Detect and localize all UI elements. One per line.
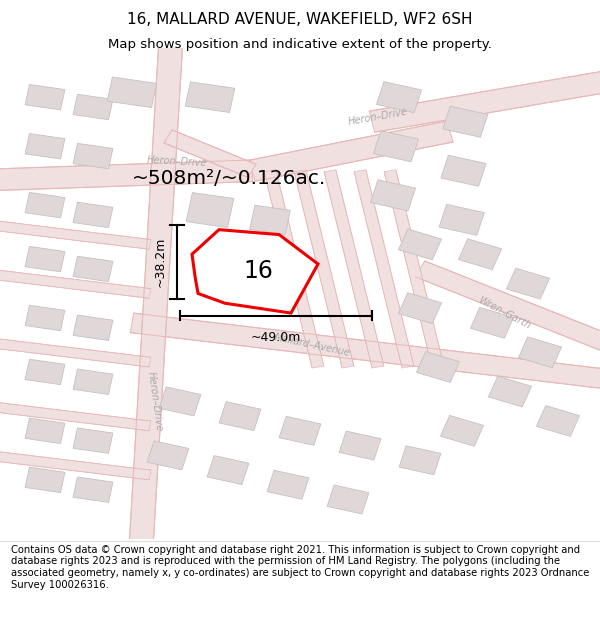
Polygon shape [369, 67, 600, 132]
Polygon shape [129, 38, 183, 549]
Polygon shape [159, 387, 201, 416]
Polygon shape [25, 467, 65, 492]
Polygon shape [354, 170, 414, 368]
Polygon shape [186, 192, 234, 228]
Text: Heron–Drive: Heron–Drive [347, 107, 409, 127]
Polygon shape [416, 352, 460, 382]
Polygon shape [249, 121, 453, 181]
Polygon shape [73, 428, 113, 453]
Polygon shape [327, 485, 369, 514]
Polygon shape [0, 160, 253, 191]
Polygon shape [192, 229, 318, 313]
Polygon shape [470, 308, 514, 338]
Polygon shape [439, 204, 484, 236]
Polygon shape [25, 418, 65, 444]
Polygon shape [441, 155, 486, 186]
Polygon shape [25, 84, 65, 110]
Polygon shape [370, 180, 416, 211]
Polygon shape [73, 369, 113, 394]
Polygon shape [458, 239, 502, 269]
Polygon shape [488, 376, 532, 407]
Text: Mallard–Avenue: Mallard–Avenue [273, 332, 351, 358]
Polygon shape [376, 82, 422, 112]
Polygon shape [0, 451, 151, 480]
Text: 16, MALLARD AVENUE, WAKEFIELD, WF2 6SH: 16, MALLARD AVENUE, WAKEFIELD, WF2 6SH [127, 12, 473, 27]
Text: Heron–Drive: Heron–Drive [146, 156, 208, 169]
Polygon shape [384, 170, 444, 368]
Text: Map shows position and indicative extent of the property.: Map shows position and indicative extent… [108, 38, 492, 51]
Text: Heron–Drive: Heron–Drive [146, 371, 164, 432]
Polygon shape [73, 94, 113, 120]
Text: ~38.2m: ~38.2m [154, 237, 167, 288]
Polygon shape [73, 202, 113, 228]
Polygon shape [440, 416, 484, 446]
Polygon shape [25, 305, 65, 331]
Polygon shape [73, 315, 113, 341]
Text: 16: 16 [243, 259, 273, 283]
Text: ~508m²/~0.126ac.: ~508m²/~0.126ac. [132, 169, 326, 187]
Polygon shape [264, 170, 324, 368]
Polygon shape [147, 441, 189, 470]
Text: ~49.0m: ~49.0m [251, 331, 301, 344]
Polygon shape [339, 431, 381, 460]
Polygon shape [0, 338, 151, 367]
Polygon shape [294, 170, 354, 368]
Polygon shape [536, 406, 580, 436]
Polygon shape [73, 256, 113, 282]
Polygon shape [267, 470, 309, 499]
Polygon shape [373, 131, 419, 162]
Polygon shape [25, 359, 65, 384]
Polygon shape [0, 401, 151, 431]
Polygon shape [250, 205, 290, 234]
Text: Wren–Garth: Wren–Garth [476, 295, 532, 331]
Polygon shape [25, 134, 65, 159]
Polygon shape [130, 313, 600, 391]
Polygon shape [415, 261, 600, 360]
Polygon shape [0, 269, 151, 298]
Polygon shape [73, 143, 113, 169]
Polygon shape [185, 82, 235, 112]
Polygon shape [506, 268, 550, 299]
Polygon shape [107, 77, 157, 108]
Polygon shape [324, 170, 384, 368]
Polygon shape [518, 337, 562, 367]
Polygon shape [219, 402, 261, 431]
Polygon shape [279, 416, 321, 445]
Polygon shape [398, 229, 442, 260]
Polygon shape [25, 246, 65, 272]
Polygon shape [0, 220, 151, 249]
Polygon shape [164, 130, 256, 178]
Polygon shape [398, 292, 442, 324]
Polygon shape [207, 456, 249, 484]
Polygon shape [443, 106, 488, 138]
Polygon shape [25, 192, 65, 218]
Text: Contains OS data © Crown copyright and database right 2021. This information is : Contains OS data © Crown copyright and d… [11, 545, 589, 589]
Polygon shape [399, 446, 441, 475]
Polygon shape [73, 477, 113, 502]
